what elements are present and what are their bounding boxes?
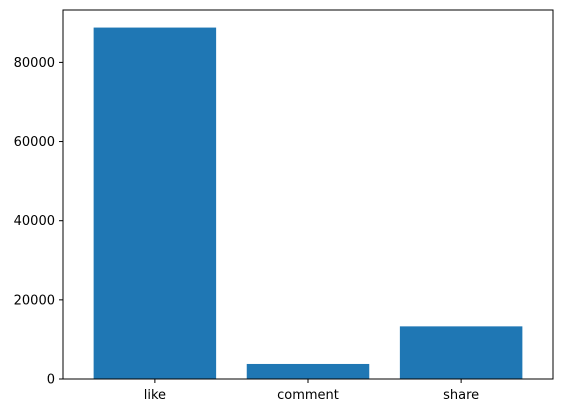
bar-like (93, 27, 217, 379)
x-tick-label: share (443, 388, 479, 403)
bar-comment (246, 363, 370, 379)
y-tick-label: 0 (47, 373, 55, 388)
x-tick-label: comment (277, 388, 339, 403)
y-tick-label: 60000 (14, 135, 55, 150)
plot-frame (62, 9, 554, 380)
bars-group (93, 27, 523, 379)
x-tick-label: like (144, 388, 166, 403)
y-tick-label: 40000 (14, 214, 55, 229)
y-tick-label: 20000 (14, 293, 55, 308)
bar-share (399, 326, 523, 379)
y-axis-ticks: 0 20000 40000 60000 80000 (14, 56, 63, 388)
x-axis-ticks: like comment share (144, 379, 479, 403)
y-tick-label: 80000 (14, 56, 55, 71)
